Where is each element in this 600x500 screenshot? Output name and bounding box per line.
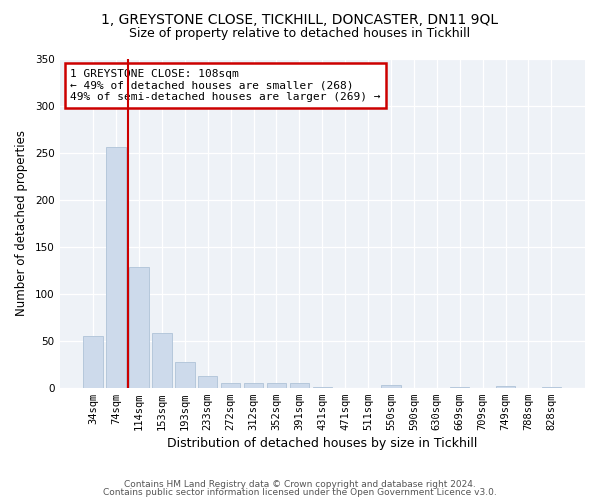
X-axis label: Distribution of detached houses by size in Tickhill: Distribution of detached houses by size … [167,437,478,450]
Text: Contains HM Land Registry data © Crown copyright and database right 2024.: Contains HM Land Registry data © Crown c… [124,480,476,489]
Bar [175,362,194,388]
Bar [106,148,126,388]
Text: 1, GREYSTONE CLOSE, TICKHILL, DONCASTER, DN11 9QL: 1, GREYSTONE CLOSE, TICKHILL, DONCASTER,… [101,12,499,26]
Y-axis label: Number of detached properties: Number of detached properties [15,130,28,316]
Text: 1 GREYSTONE CLOSE: 108sqm
← 49% of detached houses are smaller (268)
49% of semi: 1 GREYSTONE CLOSE: 108sqm ← 49% of detac… [70,69,380,102]
Bar [83,336,103,388]
Bar [267,383,286,388]
Text: Contains public sector information licensed under the Open Government Licence v3: Contains public sector information licen… [103,488,497,497]
Bar [152,333,172,388]
Bar [129,268,149,388]
Bar [221,383,241,388]
Bar [198,376,217,388]
Bar [244,383,263,388]
Bar [290,383,309,388]
Bar [496,386,515,388]
Bar [381,385,401,388]
Bar [450,387,469,388]
Bar [542,387,561,388]
Text: Size of property relative to detached houses in Tickhill: Size of property relative to detached ho… [130,28,470,40]
Bar [313,387,332,388]
